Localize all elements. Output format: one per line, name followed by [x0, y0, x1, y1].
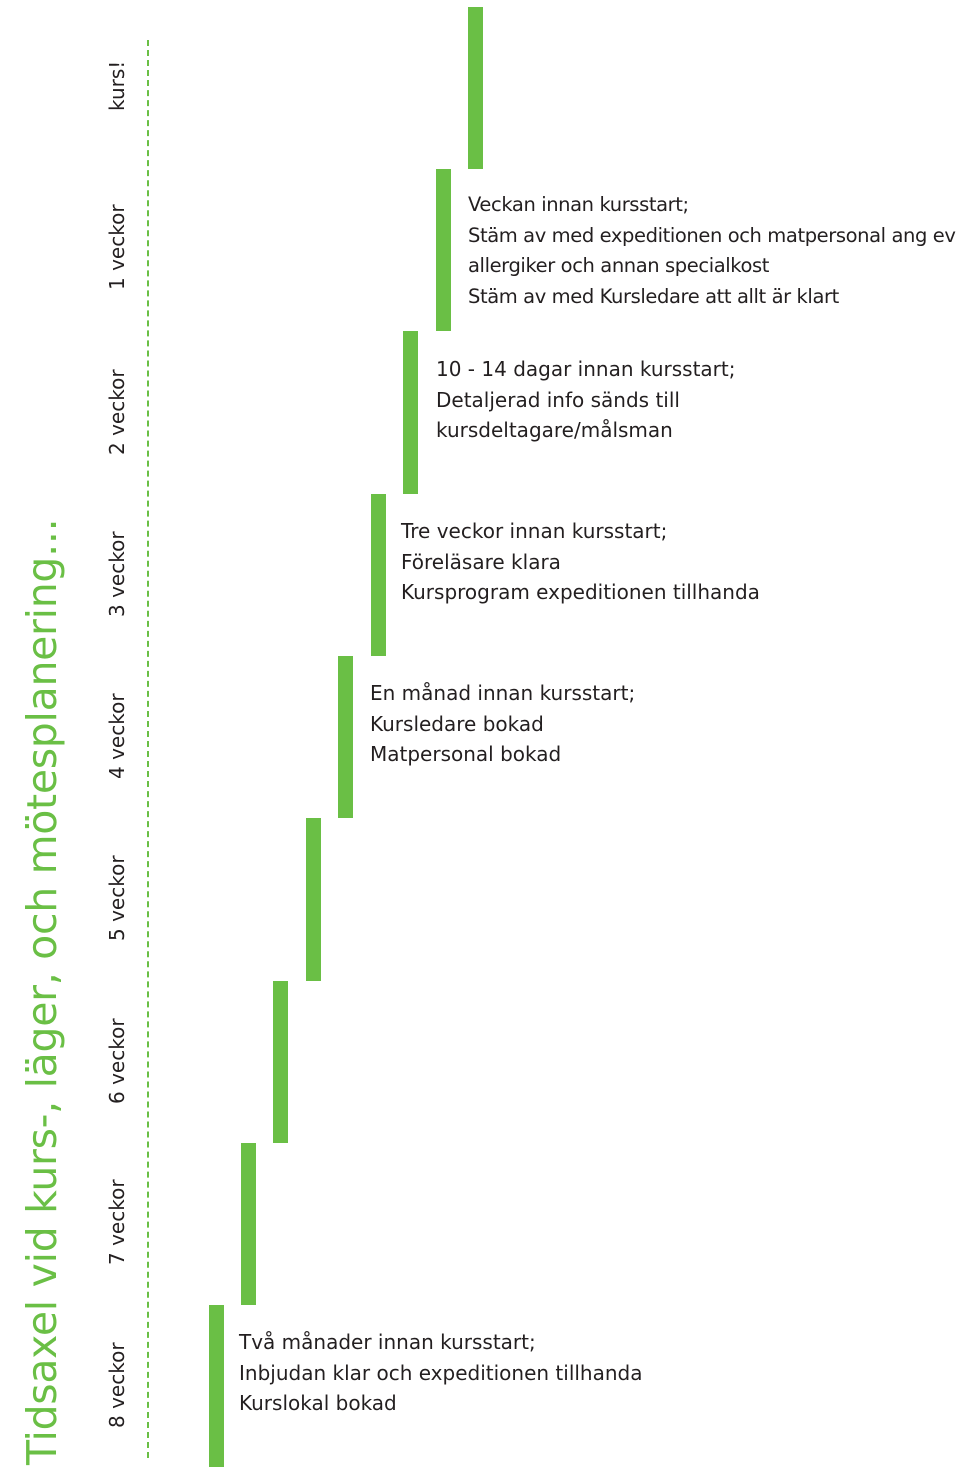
page-title: Tidsaxel vid kurs-, läger, och mötesplan… — [18, 518, 66, 1465]
week-label-5: 5 veckor — [105, 855, 129, 941]
note-one-week: Veckan innan kursstart; Stäm av med expe… — [468, 190, 956, 312]
note-line: Detaljerad info sänds till — [436, 387, 680, 412]
week-label-6: 6 veckor — [105, 1018, 129, 1104]
week-label-8: 8 veckor — [105, 1342, 129, 1428]
week-label-1: 1 veckor — [105, 204, 129, 290]
note-line: Föreläsare klara — [401, 549, 561, 574]
step-bar-7 — [241, 1143, 256, 1305]
week-label-2: 2 veckor — [105, 369, 129, 455]
step-bar-8 — [209, 1305, 224, 1467]
note-line: Stäm av med Kursledare att allt är klart — [468, 284, 839, 308]
week-label-4: 4 veckor — [105, 693, 129, 779]
note-heading: Veckan innan kursstart; — [468, 193, 689, 216]
note-line: Kurslokal bokad — [239, 1391, 397, 1415]
timeline-dashed-line — [147, 40, 149, 1458]
note-line: allergiker och annan specialkost — [468, 254, 770, 277]
note-line: Matpersonal bokad — [370, 742, 562, 766]
note-heading: 10 - 14 dagar innan kursstart; — [436, 357, 736, 381]
note-two-months: Två månader innan kursstart; Inbjudan kl… — [239, 1327, 643, 1419]
note-line: Kursprogram expeditionen tillhanda — [401, 580, 760, 604]
week-label-course: kurs! — [105, 60, 129, 111]
step-bar-course — [468, 7, 483, 169]
note-heading: En månad innan kursstart; — [370, 681, 636, 705]
note-heading: Tre veckor innan kursstart; — [401, 519, 668, 543]
note-line: Stäm av med expeditionen och matpersonal… — [468, 223, 956, 247]
week-label-3: 3 veckor — [105, 531, 129, 617]
step-bar-6 — [273, 981, 288, 1143]
note-line: kursdeltagare/målsman — [436, 418, 673, 442]
note-one-month: En månad innan kursstart; Kursledare bok… — [370, 678, 635, 770]
step-bar-3 — [371, 494, 386, 656]
note-line: Inbjudan klar och expeditionen tillhanda — [239, 1360, 643, 1385]
note-three-weeks: Tre veckor innan kursstart; Föreläsare k… — [401, 516, 760, 608]
note-heading: Två månader innan kursstart; — [239, 1330, 536, 1354]
week-label-7: 7 veckor — [105, 1179, 129, 1265]
step-bar-1 — [436, 169, 451, 331]
step-bar-2 — [403, 331, 418, 494]
step-bar-5 — [306, 818, 321, 981]
note-ten-days: 10 - 14 dagar innan kursstart; Detaljera… — [436, 354, 735, 446]
step-bar-4 — [338, 656, 353, 818]
note-line: Kursledare bokad — [370, 711, 544, 736]
